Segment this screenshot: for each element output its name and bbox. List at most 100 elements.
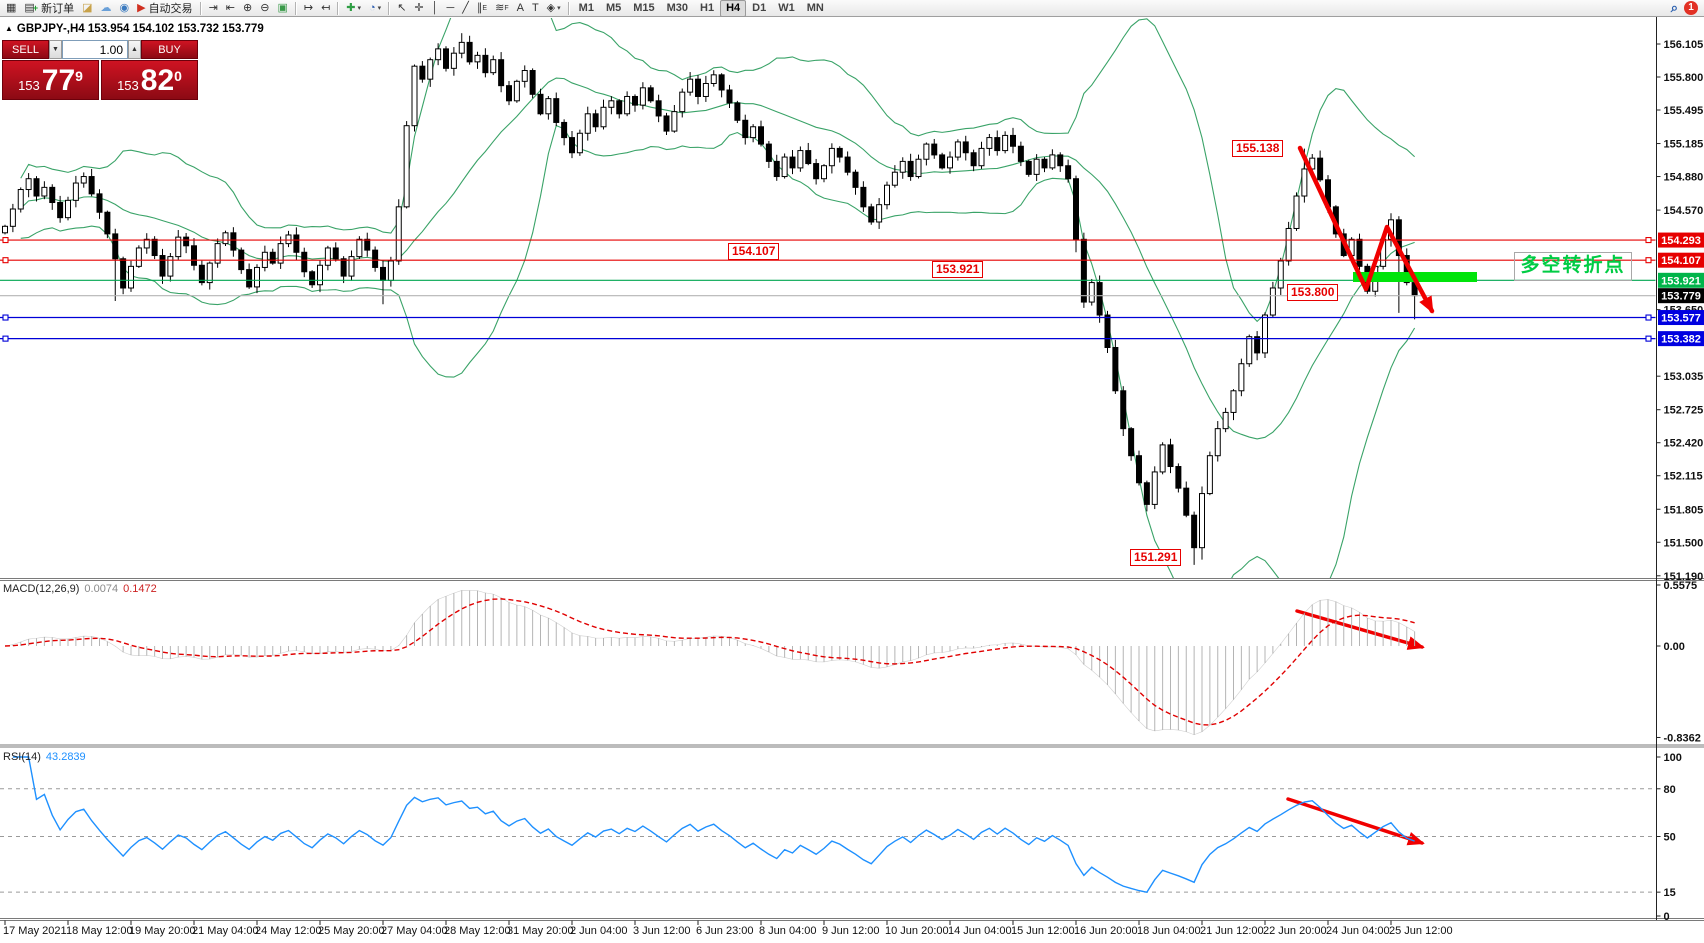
bar-chart-icon[interactable]: ⇥ (208, 1, 218, 14)
macd-label: MACD(12,26,9) 0.0074 0.1472 (3, 583, 157, 595)
svg-text:151.500: 151.500 (1664, 537, 1704, 549)
symbol-header: ▲ GBPJPY-,H4 153.954 154.102 153.732 153.… (5, 23, 264, 35)
buy-button[interactable]: BUY (141, 40, 198, 59)
sell-price-button[interactable]: 153 77 9 (2, 60, 99, 100)
volume-up-button[interactable]: ▲ (128, 40, 141, 59)
line-handle[interactable] (1645, 237, 1652, 244)
fibonacci-icon[interactable]: ≋ F (495, 1, 509, 14)
auto-scroll-icon[interactable]: ↦ (303, 1, 314, 14)
price-trend-arrow[interactable] (1297, 145, 1435, 314)
macd-signal-line (4, 598, 1415, 726)
new-order-button[interactable]: ▤ + 新订单 (24, 1, 75, 16)
label-icon[interactable]: T (531, 1, 539, 14)
svg-text:100: 100 (1664, 752, 1682, 764)
axis-price-box (1658, 232, 1704, 248)
toolbar-separator (294, 1, 297, 15)
svg-text:10 Jun 20:00: 10 Jun 20:00 (885, 925, 949, 937)
svg-text:0: 0 (1664, 911, 1670, 923)
search-icon[interactable]: ⌕ (1670, 0, 1678, 15)
toolbar-separator (199, 1, 202, 15)
volume-down-button[interactable]: ▼ (49, 40, 62, 59)
trendline-icon[interactable]: ╱ (462, 1, 469, 14)
svg-text:-0.8362: -0.8362 (1664, 732, 1701, 744)
svg-text:25 Jun 12:00: 25 Jun 12:00 (1389, 925, 1453, 937)
rsi-trend-arrow[interactable] (1286, 797, 1425, 846)
zoom-in-icon[interactable]: ⊕ (243, 1, 253, 14)
svg-text:152.725: 152.725 (1664, 405, 1704, 417)
svg-text:24 May 12:00: 24 May 12:00 (255, 925, 322, 937)
timeframe-w1[interactable]: W1 (778, 2, 795, 14)
collapse-icon[interactable]: ▲ (5, 24, 13, 33)
price-callout[interactable]: 155.138 (1232, 140, 1284, 157)
svg-text:24 Jun 04:00: 24 Jun 04:00 (1326, 925, 1390, 937)
price-callout[interactable]: 153.921 (932, 261, 984, 278)
period-button[interactable]: ◔ ▾ (369, 1, 382, 14)
rsi-label: RSI(14) 43.2839 (3, 751, 86, 763)
vertical-line-icon[interactable]: │ (431, 1, 439, 14)
rsi-value: 43.2839 (45, 751, 86, 763)
horizontal-line-icon[interactable]: ─ (446, 1, 455, 14)
horizontal-lines[interactable] (0, 237, 1656, 342)
svg-text:15 Jun 12:00: 15 Jun 12:00 (1011, 925, 1075, 937)
timeframe-m5[interactable]: M5 (605, 2, 622, 14)
svg-text:155.495: 155.495 (1664, 105, 1704, 117)
styles-icon[interactable]: ◪ (82, 1, 93, 14)
line-handle[interactable] (2, 237, 9, 244)
zoom-out-icon[interactable]: ⊖ (260, 1, 270, 14)
chart-shift-icon[interactable]: ↤ (321, 1, 331, 14)
svg-text:80: 80 (1664, 784, 1676, 796)
price-callout[interactable]: 153.800 (1287, 284, 1339, 301)
svg-text:0.5575: 0.5575 (1664, 580, 1698, 592)
svg-text:15: 15 (1664, 887, 1676, 899)
sell-price-prefix: 153 (18, 78, 40, 93)
price-axis-labels: 156.105 155.800 155.495 155.185 154.880 154.5… (1656, 39, 1704, 923)
svg-text:28 May 12:00: 28 May 12:00 (444, 925, 511, 937)
svg-text:153.779: 153.779 (1661, 291, 1701, 303)
svg-text:8 Jun 04:00: 8 Jun 04:00 (759, 925, 817, 937)
line-handle[interactable] (2, 257, 9, 264)
autotrade-button[interactable]: ▶ 自动交易 (137, 1, 193, 16)
svg-text:14 Jun 04:00: 14 Jun 04:00 (948, 925, 1012, 937)
cursor-icon[interactable]: ↖ (397, 1, 407, 14)
timeframe-h1[interactable]: H1 (700, 2, 715, 14)
macd-signal-value: 0.1472 (123, 583, 157, 595)
svg-text:153.577: 153.577 (1661, 313, 1701, 325)
svg-text:9 Jun 12:00: 9 Jun 12:00 (822, 925, 880, 937)
line-handle[interactable] (2, 314, 9, 321)
timeframe-h4[interactable]: H4 (720, 0, 747, 17)
line-handle[interactable] (1645, 314, 1652, 321)
shapes-button[interactable]: ◈ ▾ (546, 1, 561, 14)
svg-text:151.805: 151.805 (1664, 504, 1704, 516)
text-icon[interactable]: A (516, 1, 524, 14)
timeframe-m1[interactable]: M1 (578, 2, 594, 14)
chart-window-icon[interactable]: ▦ (6, 1, 17, 14)
tile-windows-icon[interactable]: ▣ (277, 1, 288, 14)
crosshair-icon[interactable]: ✛ (414, 1, 424, 14)
volume-input[interactable]: 1.00 (62, 40, 128, 59)
cloud-icon[interactable]: ☁ (100, 1, 112, 14)
price-callout[interactable]: 151.291 (1130, 549, 1182, 566)
sell-button[interactable]: SELL (2, 40, 49, 59)
timeframe-mn[interactable]: MN (806, 2, 824, 14)
timeframe-m30[interactable]: M30 (666, 2, 689, 14)
svg-text:31 May 20:00: 31 May 20:00 (507, 925, 574, 937)
line-handle[interactable] (2, 335, 9, 342)
timeframe-m15[interactable]: M15 (633, 2, 655, 14)
toolbar-separator (388, 1, 391, 15)
candle-chart-icon[interactable]: ⇤ (225, 1, 235, 14)
turning-point-text[interactable]: 多空转折点 (1514, 252, 1632, 281)
price-callout[interactable]: 154.107 (728, 243, 780, 260)
timeframe-d1[interactable]: D1 (752, 2, 767, 14)
line-handle[interactable] (1645, 335, 1652, 342)
channel-icon[interactable]: ∥ E (476, 1, 488, 14)
notification-badge[interactable]: 1 (1684, 1, 1698, 15)
buy-price-button[interactable]: 153 82 0 (101, 60, 198, 100)
add-indicator-button[interactable]: ✚ ▾ (346, 1, 362, 14)
svg-text:153.035: 153.035 (1664, 371, 1704, 383)
svg-text:27 May 04:00: 27 May 04:00 (381, 925, 448, 937)
line-handle[interactable] (1645, 257, 1652, 264)
signal-icon[interactable]: ◉ (119, 1, 130, 14)
